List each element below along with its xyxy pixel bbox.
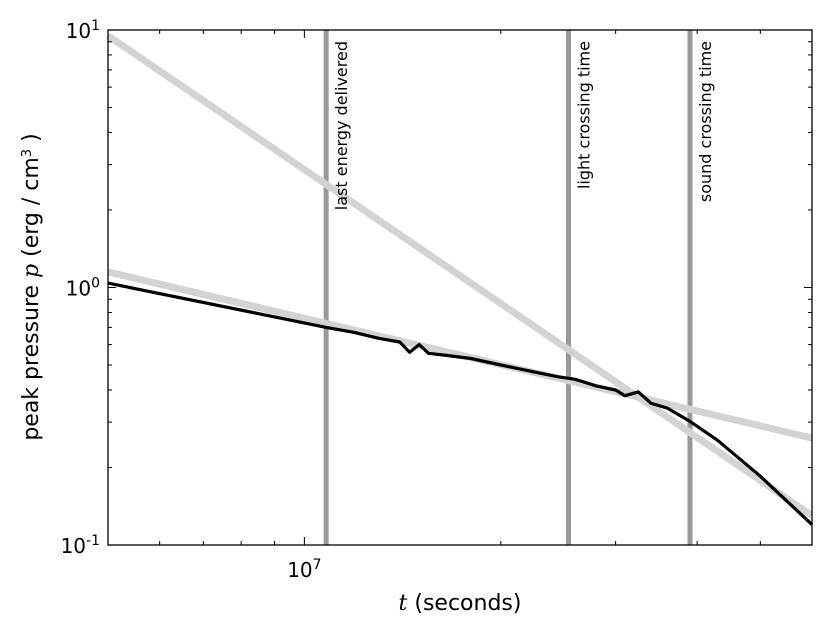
y-axis-label-pre: peak pressure (19, 278, 44, 441)
vline-label-3: sound crossing time (696, 41, 715, 202)
y-axis-label-var: p (19, 264, 44, 278)
x-axis-label-var: t (399, 591, 408, 616)
y-tick-label-base: 10 (66, 277, 91, 301)
annotation-layer: last energy delivered light crossing time… (332, 41, 715, 210)
series-line-1 (107, 281, 814, 526)
vline-label-1: last energy delivered (332, 41, 351, 210)
series-line-2 (107, 268, 813, 442)
series-line-3 (106, 32, 814, 519)
y-tick-label-base: 10 (66, 19, 91, 43)
y-tick-label-3: 101 (66, 18, 100, 43)
y-tick-label-exp: -1 (86, 533, 100, 549)
x-tick-label-exp: 7 (313, 557, 322, 573)
x-axis-label-text: (seconds) (407, 591, 521, 616)
x-axis-label: t (seconds) (399, 591, 522, 616)
x-tick-label-1: 107 (287, 557, 321, 582)
y-tick-label-1: 10-1 (61, 533, 100, 558)
y-tick-label-base: 10 (61, 534, 86, 558)
x-tick-label-base: 10 (287, 558, 312, 582)
y-axis-label: peak pressure p (erg / cm3 ) (19, 133, 44, 440)
series-layer (106, 32, 814, 526)
y-tick-label-2: 100 (66, 276, 100, 301)
y-axis-label-exp: 3 (20, 149, 35, 157)
y-axis-label-post: (erg / cm (19, 157, 44, 264)
y-tick-label-exp: 1 (91, 18, 100, 34)
y-axis-label-close: ) (19, 133, 44, 149)
vline-layer (323, 30, 693, 545)
vline-label-2: light crossing time (574, 41, 593, 189)
y-tick-label-exp: 0 (91, 276, 100, 292)
